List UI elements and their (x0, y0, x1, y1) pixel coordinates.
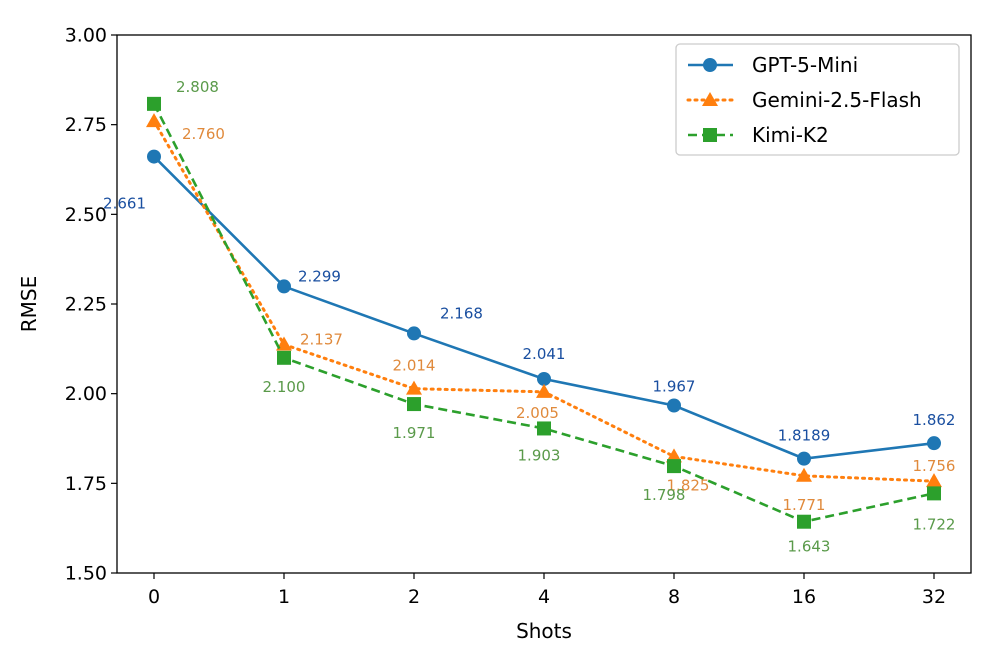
data-label-kimi-k2: 1.903 (518, 446, 561, 464)
data-point-gemini-2-5-flash (406, 380, 422, 395)
data-label-gpt-5-mini: 2.299 (298, 267, 341, 285)
data-label-kimi-k2: 1.643 (788, 538, 831, 556)
x-tick-label: 16 (792, 586, 816, 608)
x-tick-label: 32 (922, 586, 946, 608)
data-point-gemini-2-5-flash (796, 467, 812, 482)
x-axis-label: Shots (516, 619, 572, 643)
x-tick-label: 8 (668, 586, 680, 608)
data-label-kimi-k2: 2.100 (263, 378, 306, 396)
data-point-kimi-k2 (277, 350, 291, 365)
data-label-kimi-k2: 1.798 (643, 486, 686, 504)
data-point-kimi-k2 (147, 96, 161, 111)
data-point-gpt-5-mini (797, 451, 811, 466)
data-point-gemini-2-5-flash (536, 383, 552, 398)
y-axis-label: RMSE (17, 276, 41, 332)
legend-marker-gemini-2-5-flash (702, 92, 718, 106)
series-kimi-k2 (147, 96, 941, 529)
legend: GPT-5-Mini Gemini-2.5-Flash Kimi-K2 (675, 43, 960, 156)
data-label-gpt-5-mini: 2.661 (103, 195, 146, 213)
y-tick-label: 1.75 (65, 473, 107, 495)
data-point-kimi-k2 (537, 421, 551, 436)
data-point-gemini-2-5-flash (926, 473, 942, 488)
data-label-gpt-5-mini: 1.8189 (778, 427, 831, 445)
data-label-gemini-2-5-flash: 2.137 (300, 331, 343, 349)
y-tick-label: 3.00 (65, 25, 107, 47)
legend-label-gpt-5-mini: GPT-5-Mini (752, 53, 858, 77)
y-tick-label: 2.75 (65, 114, 107, 136)
data-label-gemini-2-5-flash: 2.005 (516, 404, 559, 422)
y-tick-label: 2.50 (65, 204, 107, 226)
data-point-gpt-5-mini (277, 279, 291, 294)
x-tick-label: 2 (408, 586, 420, 608)
x-tick-label: 1 (278, 586, 290, 608)
legend-marker-kimi-k2 (703, 128, 717, 142)
legend-label-kimi-k2: Kimi-K2 (752, 123, 829, 147)
series-group (146, 96, 942, 529)
data-label-gpt-5-mini: 2.041 (523, 345, 566, 363)
data-point-kimi-k2 (667, 459, 681, 474)
data-point-gpt-5-mini (667, 398, 681, 413)
data-point-kimi-k2 (407, 397, 421, 412)
series-gpt-5-mini (147, 149, 941, 466)
x-tick-label: 4 (538, 586, 550, 608)
data-label-kimi-k2: 2.808 (176, 78, 219, 96)
y-tick-label: 1.50 (65, 563, 107, 585)
data-point-kimi-k2 (797, 514, 811, 529)
data-label-gpt-5-mini: 1.967 (653, 378, 696, 396)
data-point-gpt-5-mini (537, 371, 551, 386)
data-label-kimi-k2: 1.722 (913, 515, 956, 533)
legend-box (675, 43, 960, 156)
data-point-gemini-2-5-flash (146, 113, 162, 128)
data-point-gpt-5-mini (407, 326, 421, 341)
data-point-gemini-2-5-flash (666, 448, 682, 463)
axes-group: 1.50 1.75 2.00 2.25 2.50 2.75 3.00 0 1 2 4 8 16 32 (65, 25, 946, 609)
data-label-gemini-2-5-flash: 2.014 (393, 357, 436, 375)
y-tick-label: 2.00 (65, 383, 107, 405)
data-label-gpt-5-mini: 2.168 (440, 304, 483, 322)
data-label-gpt-5-mini: 1.862 (913, 411, 956, 429)
data-point-gpt-5-mini (927, 436, 941, 451)
data-label-gemini-2-5-flash: 1.771 (783, 496, 826, 514)
y-tick-label: 2.25 (65, 294, 107, 316)
legend-marker-gpt-5-mini (703, 58, 717, 72)
data-label-kimi-k2: 1.971 (393, 424, 436, 442)
data-labels-group: 2.661 2.299 2.168 2.041 1.967 1.8189 1.862 2.76… (103, 78, 955, 556)
x-tick-label: 0 (148, 586, 160, 608)
data-point-kimi-k2 (927, 486, 941, 501)
data-label-gemini-2-5-flash: 1.756 (913, 457, 956, 475)
legend-label-gemini-2-5-flash: Gemini-2.5-Flash (752, 88, 922, 112)
data-point-gemini-2-5-flash (276, 336, 292, 351)
data-label-gemini-2-5-flash: 1.825 (667, 476, 710, 494)
data-point-gpt-5-mini (147, 149, 161, 164)
series-gemini-2-5-flash (146, 113, 942, 488)
data-label-gemini-2-5-flash: 2.760 (182, 125, 225, 143)
